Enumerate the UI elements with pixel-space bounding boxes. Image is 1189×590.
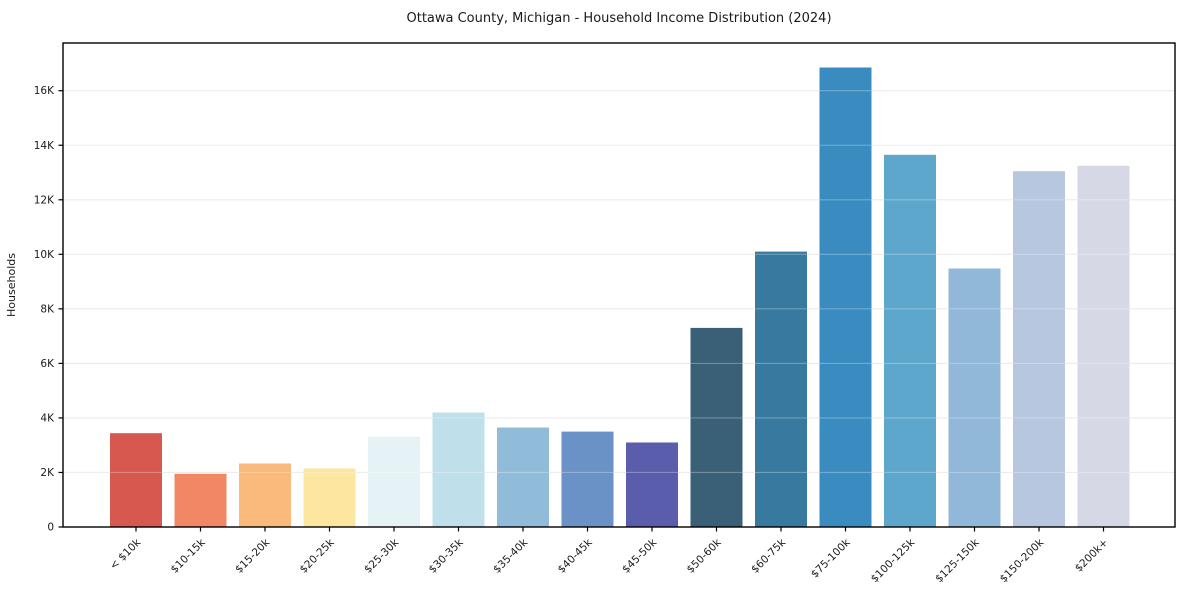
x-tick-label: $35-40k bbox=[491, 536, 531, 576]
bar bbox=[174, 473, 227, 527]
x-tick-label: $25-30k bbox=[362, 536, 402, 576]
x-tick-label: $75-100k bbox=[809, 536, 853, 580]
x-tick-label: $150-200k bbox=[998, 536, 1047, 585]
y-tick-label: 12K bbox=[34, 194, 55, 206]
gridlines bbox=[63, 90, 1175, 474]
bar bbox=[690, 327, 743, 527]
x-tick-label: $30-35k bbox=[427, 536, 467, 576]
bar bbox=[561, 431, 614, 527]
bar bbox=[884, 154, 936, 528]
bar bbox=[948, 268, 1001, 527]
x-tick-label: $40-45k bbox=[556, 536, 596, 576]
bar bbox=[110, 433, 162, 527]
x-tick-label: $20-25k bbox=[298, 536, 338, 576]
bars bbox=[110, 67, 1130, 528]
y-tick-label: 2K bbox=[40, 467, 55, 479]
y-tick-label: 14K bbox=[34, 140, 55, 152]
x-tick-label: $100-125k bbox=[869, 536, 918, 585]
bar bbox=[755, 251, 807, 527]
bar bbox=[626, 442, 678, 527]
chart-title: Ottawa County, Michigan - Household Inco… bbox=[406, 11, 831, 26]
y-axis-title: Households bbox=[5, 253, 18, 317]
bar bbox=[819, 67, 872, 527]
y-tick-label: 16K bbox=[34, 85, 55, 97]
x-tick-label: $200k+ bbox=[1073, 537, 1111, 575]
x-tick-label: $50-60k bbox=[685, 536, 725, 576]
bar bbox=[368, 436, 420, 527]
bar bbox=[432, 412, 485, 527]
bar bbox=[1013, 171, 1065, 527]
y-tick-label: 10K bbox=[34, 249, 55, 261]
x-tick-label: $125-150k bbox=[933, 536, 982, 585]
x-tick-label: $45-50k bbox=[620, 536, 660, 576]
plot-border bbox=[62, 42, 1176, 528]
bar bbox=[1077, 165, 1130, 527]
y-tick-label: 0 bbox=[47, 522, 54, 534]
x-tick-label: < $10k bbox=[108, 536, 144, 572]
bar bbox=[497, 427, 549, 527]
y-tick-label: 4K bbox=[40, 412, 55, 424]
y-tick-labels: 0 2K 4K 6K 8K 10K 12K 14K 16K bbox=[34, 85, 55, 533]
bar bbox=[303, 468, 356, 527]
x-tick-labels: < $10k $10-15k $15-20k $20-25k $25-30k $30-35… bbox=[108, 536, 1111, 585]
axes bbox=[58, 42, 1176, 532]
y-tick-label: 6K bbox=[40, 358, 55, 370]
bar bbox=[239, 463, 291, 527]
gridlines-over-bars bbox=[63, 90, 1175, 474]
x-tick-label: $15-20k bbox=[233, 536, 273, 576]
x-tick-label: $10-15k bbox=[169, 536, 209, 576]
y-tick-label: 8K bbox=[40, 303, 55, 315]
x-tick-label: $60-75k bbox=[749, 536, 789, 576]
